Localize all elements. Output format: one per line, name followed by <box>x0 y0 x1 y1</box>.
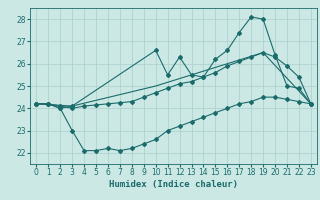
X-axis label: Humidex (Indice chaleur): Humidex (Indice chaleur) <box>109 180 238 189</box>
